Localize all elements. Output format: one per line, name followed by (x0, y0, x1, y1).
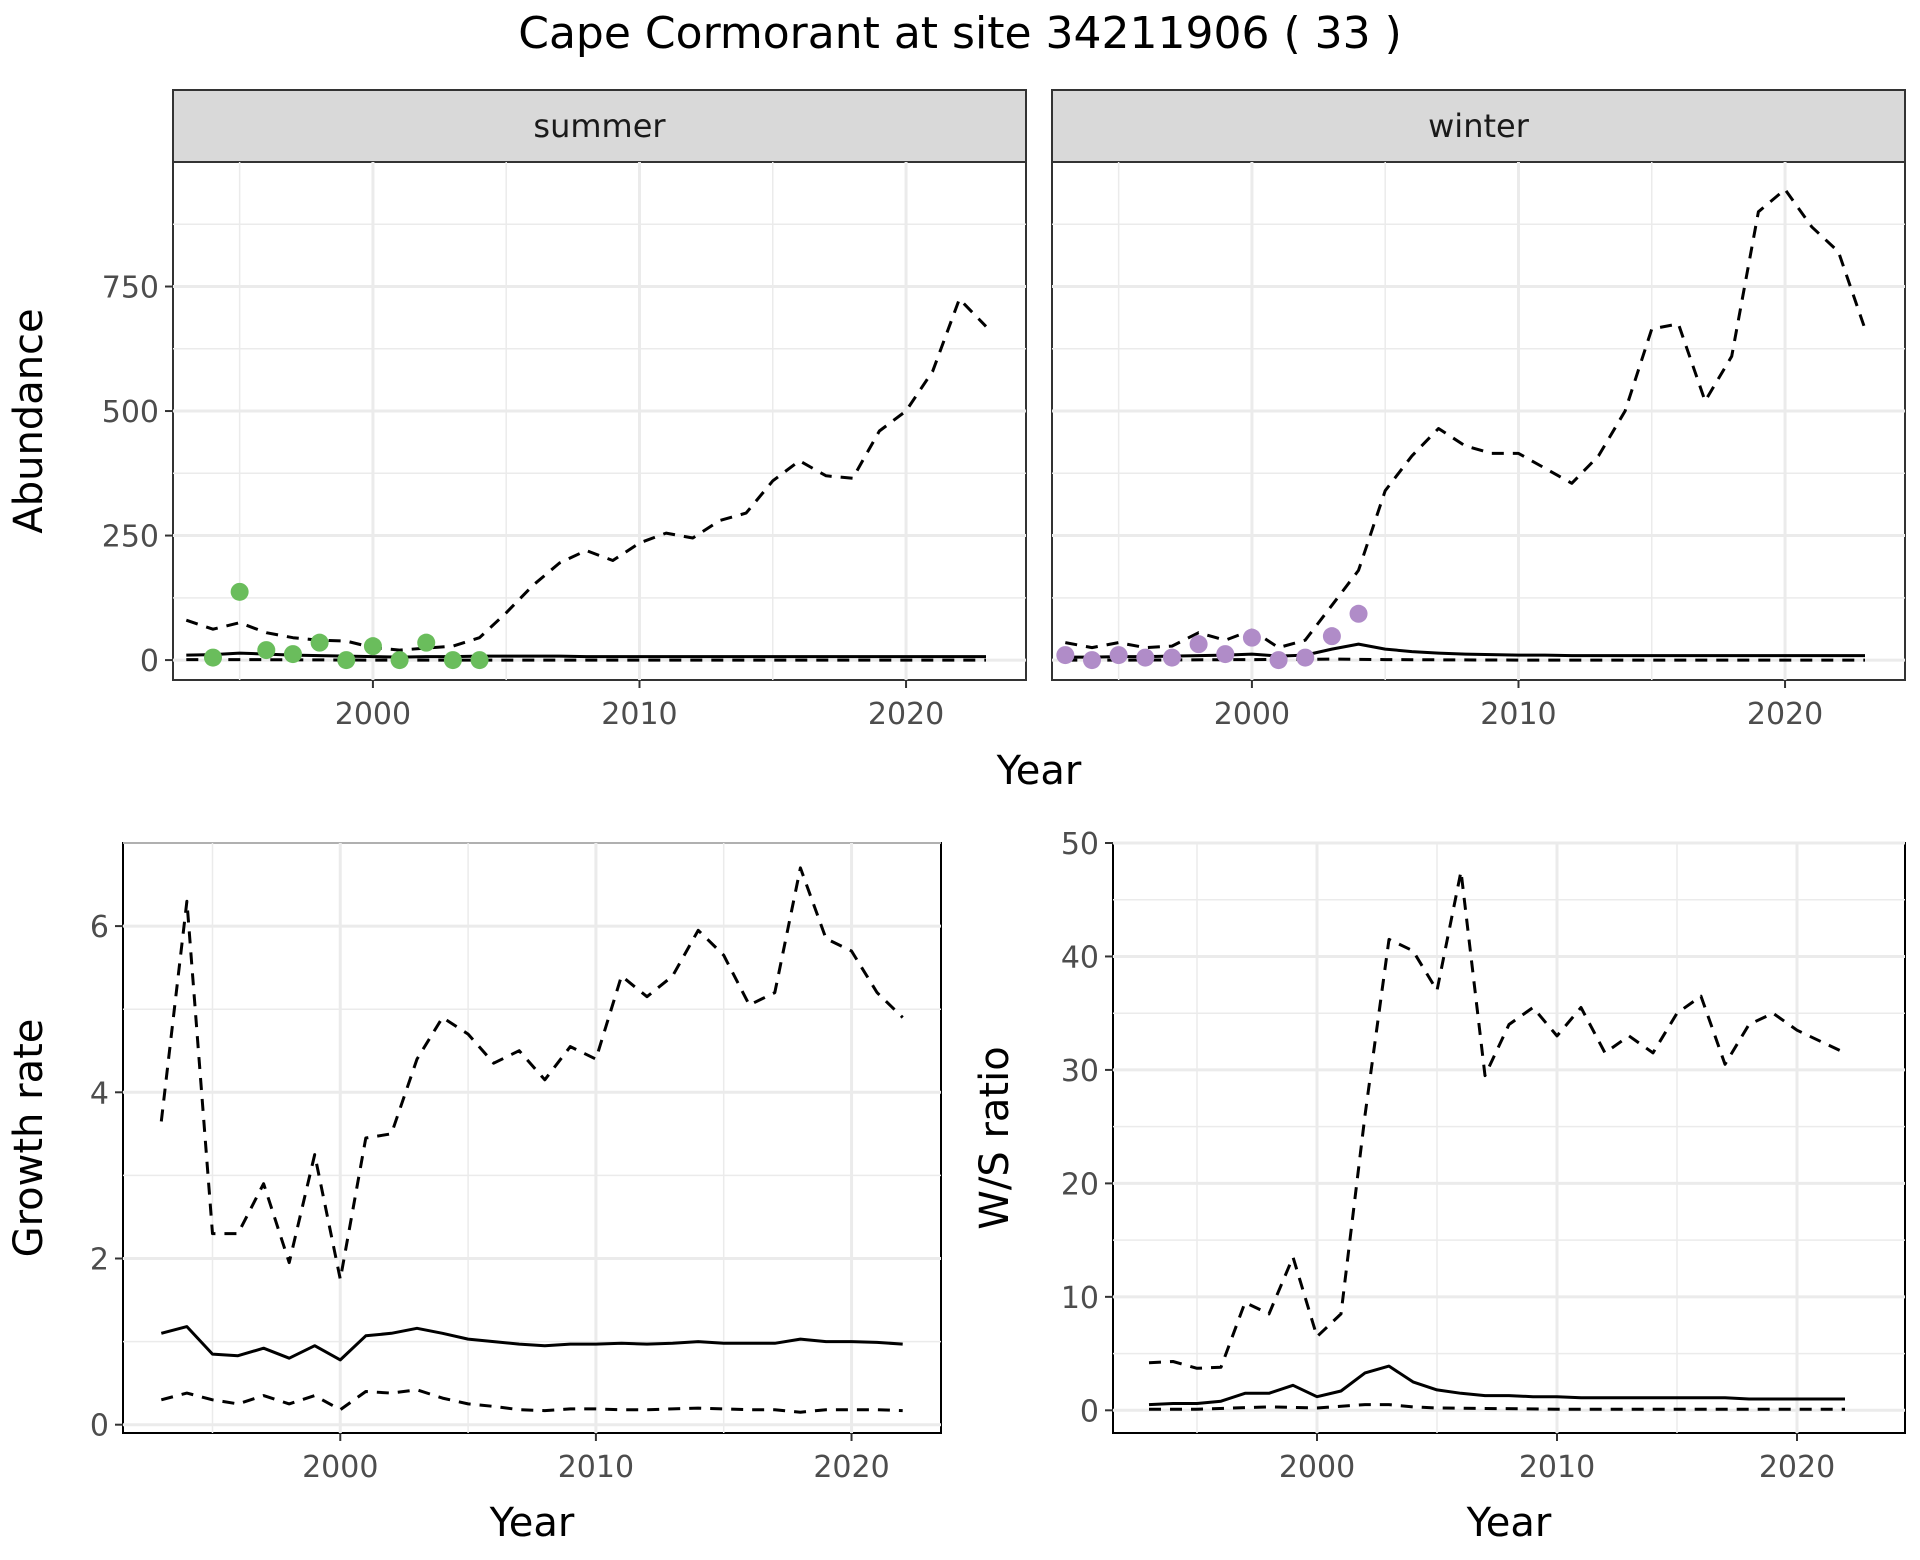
winter-strip (1051, 89, 1906, 163)
winter-panel: winter 2000 2010 2020 (1051, 89, 1906, 732)
winter-data-point (1189, 635, 1208, 654)
summer-strip (172, 89, 1027, 163)
summer-strip-label: summer (533, 107, 666, 145)
abundance-axis-label: Abundance (6, 308, 52, 533)
ratio-bound-line-1 (1149, 1403, 1845, 1411)
winter-data-point (1242, 628, 1261, 647)
winter-data-point (1136, 648, 1155, 667)
winter-strip-label: winter (1428, 107, 1530, 145)
ratio-y-tick-label: 50 (1061, 827, 1099, 862)
growth-rate-panel: 2000 2010 2020 0 2 4 6 Growth rate Year (6, 842, 942, 1546)
growth-x-tick-label: 2000 (302, 1450, 378, 1485)
winter-data-point (1082, 651, 1101, 670)
summer-x-tick-label: 2010 (601, 697, 677, 732)
summer-y-tick-label: 250 (102, 520, 159, 555)
ratio-y-tick-label: 40 (1061, 940, 1099, 975)
summer-data-point (443, 651, 462, 670)
summer-y-tick-label: 750 (102, 271, 159, 306)
winter-data-point (1322, 627, 1341, 646)
summer-panel: summer 2000 2010 2020 0 250 500 750 Abundance (6, 89, 1027, 732)
summer-data-point (363, 637, 382, 656)
winter-data-point (1109, 646, 1128, 665)
growth-x-tick-label: 2020 (813, 1450, 889, 1485)
ratio-mean-line (1148, 1364, 1845, 1407)
ratio-y-tick-label: 20 (1061, 1167, 1099, 1202)
summer-bound-line-1 (186, 658, 986, 662)
summer-data-point (230, 582, 249, 601)
summer-x-tick-label: 2000 (335, 697, 411, 732)
summer-data-point (310, 633, 329, 652)
growth-y-tick-label: 0 (90, 1409, 109, 1444)
ws-ratio-panel: 2000 2010 2020 0 10 20 30 40 50 W/S ratio Year (972, 827, 1906, 1546)
ratio-x-tick-label: 2020 (1759, 1450, 1835, 1485)
ratio-y-tick-label: 0 (1080, 1394, 1099, 1429)
growth-x-tick-label: 2010 (558, 1450, 634, 1485)
winter-data-point (1269, 651, 1288, 670)
winter-data-point (1162, 648, 1181, 667)
abundance-x-axis-label: Year (996, 748, 1082, 794)
summer-data-point (417, 633, 436, 652)
winter-x-tick-label: 2020 (1747, 697, 1823, 732)
ratio-x-tick-label: 2010 (1519, 1450, 1595, 1485)
ratio-x-axis-label: Year (1466, 1500, 1552, 1546)
figure-title: Cape Cormorant at site 34211906 ( 33 ) (518, 8, 1401, 59)
summer-plot-area (172, 161, 1027, 681)
growth-x-axis-label: Year (489, 1500, 575, 1546)
summer-x-tick-label: 2020 (868, 697, 944, 732)
summer-y-tick-label: 500 (102, 395, 159, 430)
growth-bound-line-0 (159, 866, 904, 1281)
winter-data-point (1216, 645, 1235, 664)
ratio-y-tick-label: 30 (1061, 1054, 1099, 1089)
ratio-plot-area (1112, 842, 1906, 1434)
ws-ratio-axis-label: W/S ratio (972, 1046, 1018, 1229)
winter-x-tick-label: 2010 (1480, 697, 1556, 732)
summer-data-point (337, 651, 356, 670)
growth-bound-line-1 (160, 1388, 903, 1414)
winter-x-tick-label: 2000 (1214, 697, 1290, 732)
winter-data-point (1296, 648, 1315, 667)
growth-plot-area (122, 842, 942, 1434)
summer-data-point (203, 648, 222, 667)
winter-bound-line-1 (1065, 657, 1865, 662)
growth-mean-line (160, 1325, 903, 1362)
ratio-y-tick-label: 10 (1061, 1281, 1099, 1316)
winter-plot-area (1051, 161, 1906, 681)
winter-data-point (1349, 604, 1368, 623)
growth-y-tick-label: 6 (90, 910, 109, 945)
summer-data-point (283, 645, 302, 664)
winter-bound-line-0 (1065, 187, 1867, 650)
growth-y-tick-label: 4 (90, 1076, 109, 1111)
summer-data-point (470, 651, 489, 670)
growth-rate-axis-label: Growth rate (6, 1019, 52, 1258)
summer-data-point (390, 651, 409, 670)
winter-data-point (1056, 646, 1075, 665)
summer-data-point (257, 641, 276, 660)
summer-y-tick-label: 0 (140, 644, 159, 679)
ratio-x-tick-label: 2000 (1279, 1450, 1355, 1485)
winter-mean-line (1065, 642, 1865, 659)
summer-mean-line (186, 651, 986, 659)
growth-y-tick-label: 2 (90, 1242, 109, 1277)
